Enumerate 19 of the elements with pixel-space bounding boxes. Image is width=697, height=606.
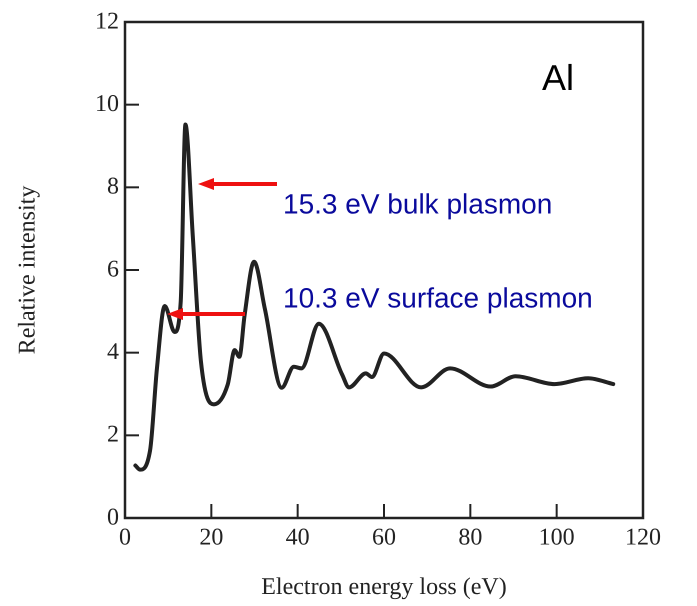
line-series (133, 122, 616, 472)
y-tick-label: 12 (95, 8, 119, 34)
y-tick-label: 10 (95, 90, 119, 117)
y-axis-title: Relative intensity (14, 186, 41, 354)
y-tick-label: 0 (107, 504, 119, 530)
y-tick-label: 4 (107, 338, 119, 365)
x-tick-label: 60 (372, 524, 396, 551)
y-tick-label: 2 (107, 422, 119, 448)
x-tick-label: 40 (286, 524, 310, 551)
annotation: Al (542, 56, 574, 98)
x-tick-label: 100 (538, 524, 575, 551)
annotation: 15.3 eV bulk plasmon (283, 188, 552, 220)
x-tick-label: 80 (458, 524, 482, 551)
x-tick-label: 120 (625, 524, 661, 551)
y-tick-label: 8 (107, 174, 119, 200)
annotation: 10.3 eV surface plasmon (283, 282, 593, 314)
x-tick-label: 20 (199, 524, 224, 551)
x-axis-title: Electron energy loss (eV) (261, 574, 507, 600)
y-tick-label: 6 (107, 256, 119, 282)
